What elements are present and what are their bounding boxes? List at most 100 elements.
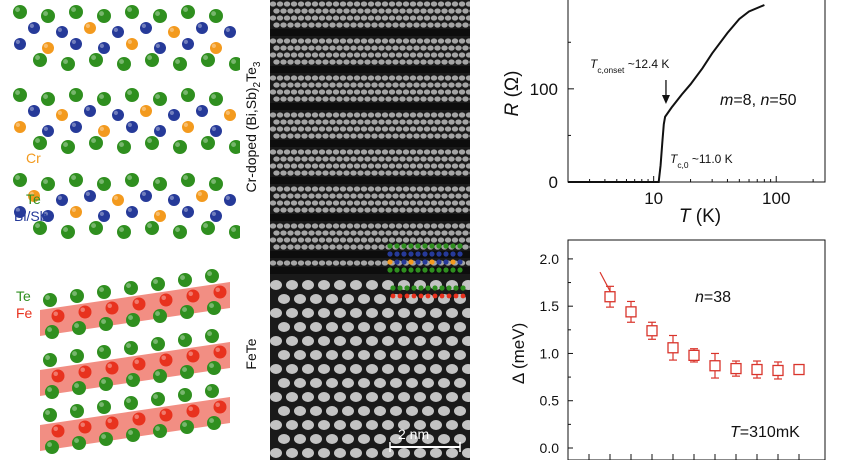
stem-atom-column [315,244,322,250]
fe-atom [132,412,146,426]
stem-atom-column [339,38,347,44]
stem-atom-column [430,223,438,229]
stem-atom-column [297,186,305,192]
stem-atom-column [378,22,385,28]
stem-atom-column [360,260,368,266]
stem-atom-column [329,170,336,176]
stem-atom-column [430,186,438,192]
stem-atom-column [406,350,418,360]
stem-atom-column [446,420,458,430]
stem-atom-column [399,207,406,213]
stem-atom-column [357,133,364,139]
stem-atom-column [350,133,357,139]
te-atom [70,349,84,363]
stem-atom-column [430,392,442,402]
te-atom [125,88,139,102]
stem-atom-column [297,15,305,21]
stem-atom-column [287,244,294,250]
stem-atom-column [413,96,420,102]
stem-atom-column [446,364,458,374]
stem-atom-column [381,126,389,132]
stem-atom-column [430,336,442,346]
stem-atom-column [308,45,315,51]
y-axis-label: R (Ω) [502,71,523,117]
stem-atom-column [297,112,305,118]
overlay-atom [453,293,459,299]
stem-atom-column [343,170,350,176]
stem-atom-column [392,59,399,65]
stem-atom-column [462,82,469,88]
fe-atom [186,404,200,418]
stem-atom-column [367,89,375,95]
stem-atom-column [423,15,431,21]
stem-atom-column [446,448,458,458]
stem-atom-column [287,96,294,102]
stem-atom-column [402,200,410,206]
stem-atom-column [294,406,306,416]
stem-atom-column [315,133,322,139]
stem-atom-column [304,200,312,206]
overlay-atom [457,251,463,257]
stem-atom-column [409,186,417,192]
stem-atom-column [378,193,385,199]
stem-atom-column [364,193,371,199]
stem-atom-column [318,392,330,402]
stem-atom-column [420,119,427,125]
n-annotation: n=38 [695,289,731,306]
overlay-atom [397,285,403,291]
stem-atom-column [310,294,322,304]
overlay-atom [457,259,463,265]
overlay-atom [422,243,428,249]
stem-atom-column [430,52,438,58]
stem-atom-column [374,350,386,360]
te-atom [201,136,215,150]
stem-atom-column [346,260,354,266]
stem-atom-column [374,378,386,388]
stem-atom-column [465,52,470,58]
stem-atom-column [318,448,330,458]
fe-atom [213,345,227,359]
stem-atom-column [278,378,290,388]
overlay-atom [450,259,456,265]
stem-atom-column [427,156,434,162]
stem-atom-column [420,207,427,213]
stem-atom-column [290,186,298,192]
stem-atom-column [420,156,427,162]
bisb-atom [28,105,40,117]
bisb-atom [224,26,236,38]
stem-atom-column [381,186,389,192]
stem-atom-column [280,59,287,65]
stem-atom-column [318,280,330,290]
stem-atom-column [371,133,378,139]
stem-atom-column [406,170,413,176]
te-atom [180,305,194,319]
stem-atom-column [322,244,329,250]
stem-atom-column [446,336,458,346]
stem-atom-column [437,112,445,118]
stem-atom-column [458,126,466,132]
stem-atom-column [336,8,343,14]
stem-atom-column [462,230,469,236]
stem-atom-column [343,230,350,236]
stem-atom-column [413,133,420,139]
stem-atom-column [430,75,438,81]
stem-atom-column [392,193,399,199]
stem-atom-column [444,38,452,44]
te-atom [13,88,27,102]
stem-atom-column [270,163,277,169]
stem-atom-column [273,22,280,28]
stem-atom-column [409,38,417,44]
stem-atom-column [371,193,378,199]
stem-atom-column [458,15,466,21]
stem-atom-column [409,223,417,229]
te-atom [207,301,221,315]
stem-atom-column [392,170,399,176]
stem-atom-column [326,322,338,332]
stem-atom-column [434,119,441,125]
stem-atom-column [448,82,455,88]
stem-atom-column [332,186,340,192]
overlay-atom [394,251,400,257]
stem-atom-column [374,294,386,304]
stem-atom-column [441,45,448,51]
stem-atom-column [334,364,346,374]
